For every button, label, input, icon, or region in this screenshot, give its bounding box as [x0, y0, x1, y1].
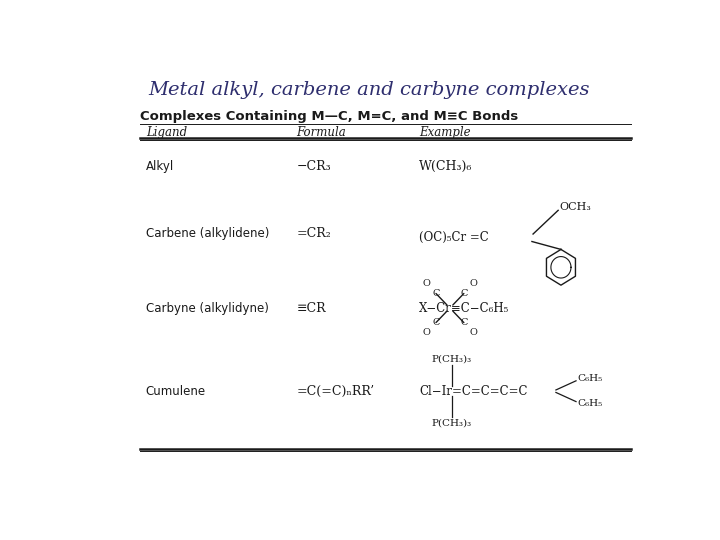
- Text: C: C: [432, 318, 440, 327]
- Text: C₆H₅: C₆H₅: [577, 374, 603, 383]
- Text: C: C: [460, 318, 467, 327]
- Text: P(CH₃)₃: P(CH₃)₃: [431, 355, 472, 363]
- Text: C₆H₅: C₆H₅: [577, 399, 603, 408]
- Text: Carbene (alkylidene): Carbene (alkylidene): [145, 227, 269, 240]
- Text: O: O: [469, 328, 477, 338]
- Text: Complexes Containing M—C, M=C, and M≡C Bonds: Complexes Containing M—C, M=C, and M≡C B…: [140, 110, 518, 123]
- Text: Cumulene: Cumulene: [145, 384, 206, 397]
- Text: −CR₃: −CR₃: [297, 160, 331, 173]
- Text: W(CH₃)₆: W(CH₃)₆: [419, 160, 472, 173]
- Text: =C(=C)ₙRR’: =C(=C)ₙRR’: [297, 384, 374, 397]
- Text: Cl−Ir=C=C=C=C: Cl−Ir=C=C=C=C: [419, 384, 528, 397]
- Text: O: O: [423, 328, 431, 338]
- Text: ≡CR: ≡CR: [297, 301, 326, 314]
- Text: (OC)₅Cr =C: (OC)₅Cr =C: [419, 231, 489, 244]
- Text: Alkyl: Alkyl: [145, 160, 174, 173]
- Text: X−Cr≡C−C₆H₅: X−Cr≡C−C₆H₅: [419, 301, 510, 314]
- Text: Formula: Formula: [297, 126, 346, 139]
- Text: C: C: [432, 289, 440, 298]
- Text: Metal alkyl, carbene and carbyne complexes: Metal alkyl, carbene and carbyne complex…: [148, 81, 590, 99]
- Text: O: O: [423, 279, 431, 288]
- Text: C: C: [460, 289, 467, 298]
- Text: P(CH₃)₃: P(CH₃)₃: [431, 418, 472, 428]
- Text: =CR₂: =CR₂: [297, 227, 331, 240]
- Text: Example: Example: [419, 126, 471, 139]
- Text: OCH₃: OCH₃: [559, 202, 591, 212]
- Text: O: O: [469, 279, 477, 288]
- Text: Carbyne (alkylidyne): Carbyne (alkylidyne): [145, 301, 269, 314]
- Text: Ligand: Ligand: [145, 126, 187, 139]
